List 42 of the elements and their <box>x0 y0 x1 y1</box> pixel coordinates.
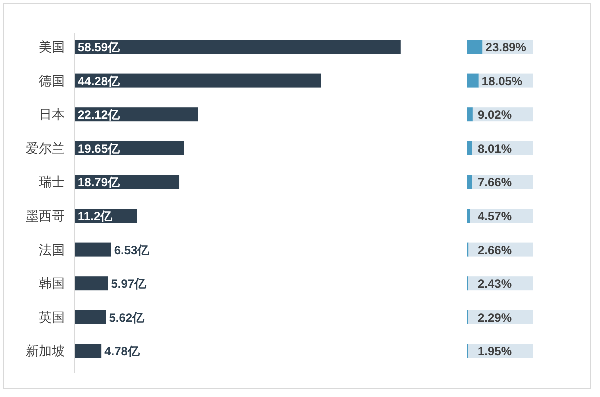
data-label: 18.79亿 <box>78 176 122 190</box>
data-label: 23.89% <box>486 40 527 54</box>
y-tick-label: 英国 <box>39 310 65 325</box>
data-label: 11.2亿 <box>78 210 114 224</box>
data-label: 5.97亿 <box>111 277 148 292</box>
bar <box>467 209 470 223</box>
bar <box>75 242 112 257</box>
bar <box>75 276 108 291</box>
bar <box>467 108 473 122</box>
y-tick-label: 德国 <box>39 73 65 88</box>
data-label: 5.62亿 <box>109 310 146 325</box>
y-tick-label: 日本 <box>39 107 65 122</box>
data-label: 9.02% <box>478 108 512 122</box>
y-tick-label: 墨西哥 <box>26 208 65 224</box>
data-label: 44.28亿 <box>78 74 122 88</box>
bar <box>467 141 472 156</box>
bar <box>75 74 322 88</box>
y-tick-label: 瑞士 <box>39 174 65 190</box>
data-label: 58.59亿 <box>78 40 122 54</box>
data-label: 7.66% <box>478 176 512 190</box>
data-label: 2.66% <box>478 243 512 258</box>
data-label: 1.95% <box>478 344 512 359</box>
data-label: 2.43% <box>478 277 512 292</box>
y-tick-label: 美国 <box>39 40 65 54</box>
data-label: 4.78亿 <box>104 344 141 359</box>
bar <box>75 40 401 54</box>
y-tick-label: 韩国 <box>39 276 65 292</box>
y-tick-label: 爱尔兰 <box>26 140 65 156</box>
data-label: 18.05% <box>482 74 523 88</box>
data-label: 22.12亿 <box>78 108 122 122</box>
data-label: 19.65亿 <box>78 142 122 156</box>
y-tick-label: 新加坡 <box>26 344 65 359</box>
y-tick-label: 法国 <box>39 242 65 258</box>
bar <box>75 344 102 358</box>
bar <box>75 310 106 324</box>
data-label: 2.29% <box>478 310 512 325</box>
data-label: 8.01% <box>478 142 512 156</box>
data-label: 6.53亿 <box>114 243 151 258</box>
data-label: 4.57% <box>478 210 512 224</box>
bar <box>467 175 472 190</box>
bar <box>467 40 483 54</box>
bar <box>467 74 479 88</box>
